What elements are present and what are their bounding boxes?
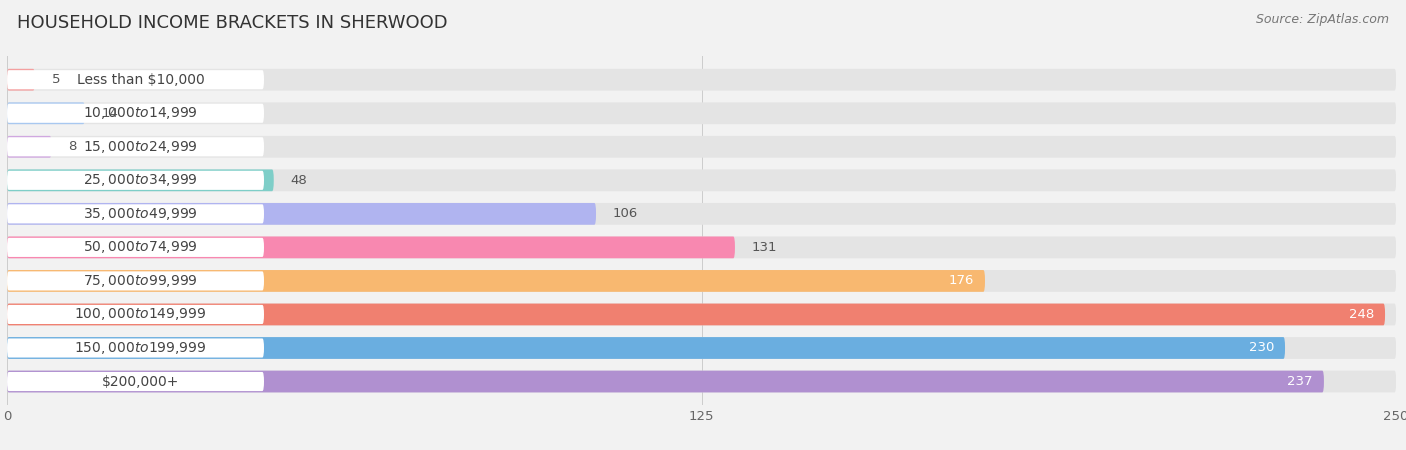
Text: Less than $10,000: Less than $10,000 (77, 73, 204, 87)
Text: 131: 131 (752, 241, 778, 254)
FancyBboxPatch shape (7, 337, 1285, 359)
FancyBboxPatch shape (7, 104, 264, 123)
Text: $15,000 to $24,999: $15,000 to $24,999 (83, 139, 198, 155)
Text: 230: 230 (1249, 342, 1274, 355)
FancyBboxPatch shape (7, 237, 1396, 258)
Text: $35,000 to $49,999: $35,000 to $49,999 (83, 206, 198, 222)
Text: 237: 237 (1288, 375, 1313, 388)
FancyBboxPatch shape (7, 305, 264, 324)
FancyBboxPatch shape (7, 270, 1396, 292)
Text: 176: 176 (949, 274, 974, 288)
FancyBboxPatch shape (7, 337, 1396, 359)
Text: $150,000 to $199,999: $150,000 to $199,999 (75, 340, 207, 356)
Text: $25,000 to $34,999: $25,000 to $34,999 (83, 172, 198, 188)
Text: 8: 8 (67, 140, 76, 153)
FancyBboxPatch shape (7, 102, 84, 124)
FancyBboxPatch shape (7, 70, 264, 89)
Text: 14: 14 (101, 107, 118, 120)
Text: Source: ZipAtlas.com: Source: ZipAtlas.com (1256, 14, 1389, 27)
FancyBboxPatch shape (7, 69, 35, 90)
Text: 5: 5 (52, 73, 60, 86)
Text: $200,000+: $200,000+ (103, 374, 180, 388)
FancyBboxPatch shape (7, 69, 1396, 90)
FancyBboxPatch shape (7, 203, 596, 225)
FancyBboxPatch shape (7, 137, 264, 156)
FancyBboxPatch shape (7, 171, 264, 190)
Text: 106: 106 (613, 207, 638, 220)
FancyBboxPatch shape (7, 170, 274, 191)
FancyBboxPatch shape (7, 237, 735, 258)
FancyBboxPatch shape (7, 136, 52, 158)
FancyBboxPatch shape (7, 304, 1396, 325)
Text: $100,000 to $149,999: $100,000 to $149,999 (75, 306, 207, 323)
FancyBboxPatch shape (7, 170, 1396, 191)
FancyBboxPatch shape (7, 204, 264, 223)
FancyBboxPatch shape (7, 371, 1396, 392)
FancyBboxPatch shape (7, 102, 1396, 124)
FancyBboxPatch shape (7, 338, 264, 358)
Text: $10,000 to $14,999: $10,000 to $14,999 (83, 105, 198, 121)
FancyBboxPatch shape (7, 271, 264, 291)
FancyBboxPatch shape (7, 203, 1396, 225)
FancyBboxPatch shape (7, 136, 1396, 158)
FancyBboxPatch shape (7, 304, 1385, 325)
Text: HOUSEHOLD INCOME BRACKETS IN SHERWOOD: HOUSEHOLD INCOME BRACKETS IN SHERWOOD (17, 14, 447, 32)
FancyBboxPatch shape (7, 270, 986, 292)
Text: $50,000 to $74,999: $50,000 to $74,999 (83, 239, 198, 256)
Text: 48: 48 (291, 174, 307, 187)
Text: 248: 248 (1348, 308, 1374, 321)
Text: $75,000 to $99,999: $75,000 to $99,999 (83, 273, 198, 289)
FancyBboxPatch shape (7, 371, 1324, 392)
FancyBboxPatch shape (7, 238, 264, 257)
FancyBboxPatch shape (7, 372, 264, 391)
